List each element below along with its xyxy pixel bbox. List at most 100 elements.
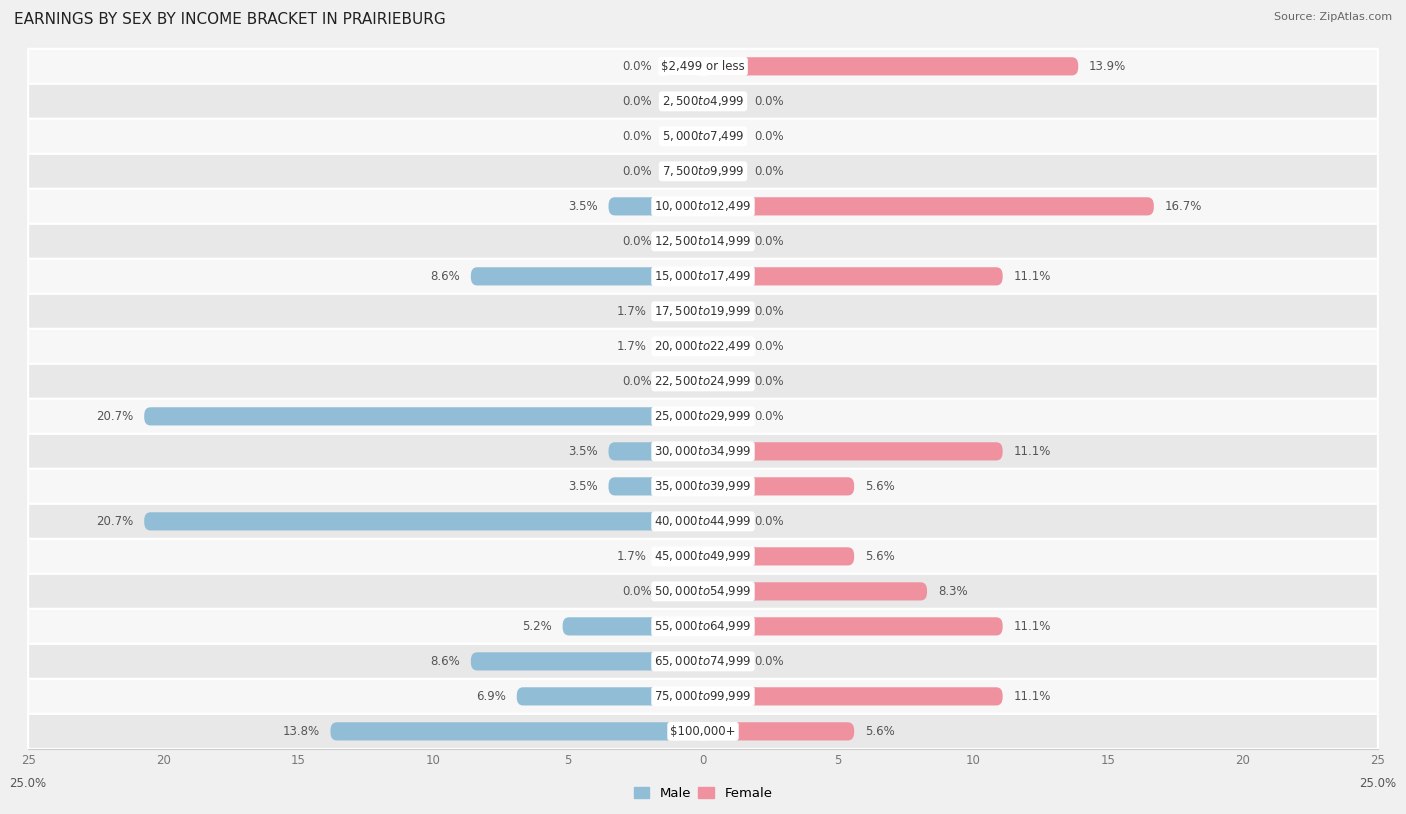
FancyBboxPatch shape (609, 477, 703, 496)
FancyBboxPatch shape (703, 652, 744, 671)
FancyBboxPatch shape (703, 92, 744, 111)
FancyBboxPatch shape (28, 364, 1378, 399)
Text: 16.7%: 16.7% (1164, 200, 1202, 212)
Text: 5.6%: 5.6% (865, 480, 894, 492)
Text: 0.0%: 0.0% (621, 60, 652, 72)
Text: $5,000 to $7,499: $5,000 to $7,499 (662, 129, 744, 143)
FancyBboxPatch shape (662, 232, 703, 251)
Text: 0.0%: 0.0% (754, 655, 785, 667)
FancyBboxPatch shape (28, 189, 1378, 224)
FancyBboxPatch shape (28, 84, 1378, 119)
Text: 0.0%: 0.0% (754, 515, 785, 527)
Text: 8.6%: 8.6% (430, 655, 460, 667)
Text: 20.7%: 20.7% (96, 515, 134, 527)
FancyBboxPatch shape (703, 232, 744, 251)
Text: 5.6%: 5.6% (865, 725, 894, 737)
Text: 8.6%: 8.6% (430, 270, 460, 282)
FancyBboxPatch shape (562, 617, 703, 636)
Text: 13.8%: 13.8% (283, 725, 319, 737)
Text: 0.0%: 0.0% (754, 375, 785, 387)
Text: 25.0%: 25.0% (1360, 777, 1396, 790)
Text: $7,500 to $9,999: $7,500 to $9,999 (662, 164, 744, 178)
Text: 0.0%: 0.0% (621, 130, 652, 142)
FancyBboxPatch shape (662, 372, 703, 391)
FancyBboxPatch shape (703, 442, 1002, 461)
Text: 5.6%: 5.6% (865, 550, 894, 562)
Text: Source: ZipAtlas.com: Source: ZipAtlas.com (1274, 12, 1392, 22)
Text: 11.1%: 11.1% (1014, 445, 1050, 457)
FancyBboxPatch shape (28, 49, 1378, 84)
Text: 0.0%: 0.0% (621, 165, 652, 177)
Text: 1.7%: 1.7% (616, 305, 647, 317)
FancyBboxPatch shape (703, 337, 744, 356)
FancyBboxPatch shape (28, 714, 1378, 749)
Text: 3.5%: 3.5% (568, 445, 598, 457)
FancyBboxPatch shape (662, 57, 703, 76)
FancyBboxPatch shape (703, 127, 744, 146)
FancyBboxPatch shape (28, 679, 1378, 714)
FancyBboxPatch shape (28, 434, 1378, 469)
FancyBboxPatch shape (703, 722, 855, 741)
FancyBboxPatch shape (703, 477, 855, 496)
FancyBboxPatch shape (28, 644, 1378, 679)
FancyBboxPatch shape (609, 442, 703, 461)
Text: 5.2%: 5.2% (522, 620, 551, 632)
Text: 0.0%: 0.0% (754, 165, 785, 177)
Legend: Male, Female: Male, Female (628, 781, 778, 805)
Text: 13.9%: 13.9% (1090, 60, 1126, 72)
FancyBboxPatch shape (28, 574, 1378, 609)
Text: $2,499 or less: $2,499 or less (661, 60, 745, 72)
FancyBboxPatch shape (662, 162, 703, 181)
FancyBboxPatch shape (28, 119, 1378, 154)
FancyBboxPatch shape (703, 162, 744, 181)
FancyBboxPatch shape (471, 267, 703, 286)
FancyBboxPatch shape (662, 127, 703, 146)
Text: $17,500 to $19,999: $17,500 to $19,999 (654, 304, 752, 318)
Text: $30,000 to $34,999: $30,000 to $34,999 (654, 444, 752, 458)
FancyBboxPatch shape (657, 337, 703, 356)
FancyBboxPatch shape (28, 154, 1378, 189)
FancyBboxPatch shape (662, 92, 703, 111)
FancyBboxPatch shape (28, 259, 1378, 294)
Text: $12,500 to $14,999: $12,500 to $14,999 (654, 234, 752, 248)
FancyBboxPatch shape (145, 512, 703, 531)
Text: $75,000 to $99,999: $75,000 to $99,999 (654, 689, 752, 703)
FancyBboxPatch shape (703, 407, 744, 426)
FancyBboxPatch shape (28, 504, 1378, 539)
FancyBboxPatch shape (657, 547, 703, 566)
FancyBboxPatch shape (703, 582, 927, 601)
Text: 0.0%: 0.0% (754, 95, 785, 107)
FancyBboxPatch shape (609, 197, 703, 216)
Text: $20,000 to $22,499: $20,000 to $22,499 (654, 339, 752, 353)
Text: 20.7%: 20.7% (96, 410, 134, 422)
FancyBboxPatch shape (703, 302, 744, 321)
Text: 0.0%: 0.0% (621, 585, 652, 597)
FancyBboxPatch shape (703, 512, 744, 531)
Text: 6.9%: 6.9% (477, 690, 506, 702)
FancyBboxPatch shape (703, 372, 744, 391)
FancyBboxPatch shape (28, 224, 1378, 259)
FancyBboxPatch shape (28, 399, 1378, 434)
Text: 0.0%: 0.0% (621, 95, 652, 107)
FancyBboxPatch shape (703, 687, 1002, 706)
Text: 0.0%: 0.0% (754, 235, 785, 247)
FancyBboxPatch shape (657, 302, 703, 321)
Text: 1.7%: 1.7% (616, 550, 647, 562)
FancyBboxPatch shape (330, 722, 703, 741)
FancyBboxPatch shape (28, 469, 1378, 504)
Text: $2,500 to $4,999: $2,500 to $4,999 (662, 94, 744, 108)
FancyBboxPatch shape (703, 197, 1154, 216)
FancyBboxPatch shape (28, 609, 1378, 644)
FancyBboxPatch shape (703, 267, 1002, 286)
FancyBboxPatch shape (28, 294, 1378, 329)
Text: $50,000 to $54,999: $50,000 to $54,999 (654, 584, 752, 598)
Text: 0.0%: 0.0% (754, 130, 785, 142)
Text: $22,500 to $24,999: $22,500 to $24,999 (654, 374, 752, 388)
Text: 11.1%: 11.1% (1014, 690, 1050, 702)
Text: $15,000 to $17,499: $15,000 to $17,499 (654, 269, 752, 283)
Text: $25,000 to $29,999: $25,000 to $29,999 (654, 409, 752, 423)
Text: $65,000 to $74,999: $65,000 to $74,999 (654, 654, 752, 668)
Text: 8.3%: 8.3% (938, 585, 967, 597)
Text: 3.5%: 3.5% (568, 480, 598, 492)
Text: 1.7%: 1.7% (616, 340, 647, 352)
